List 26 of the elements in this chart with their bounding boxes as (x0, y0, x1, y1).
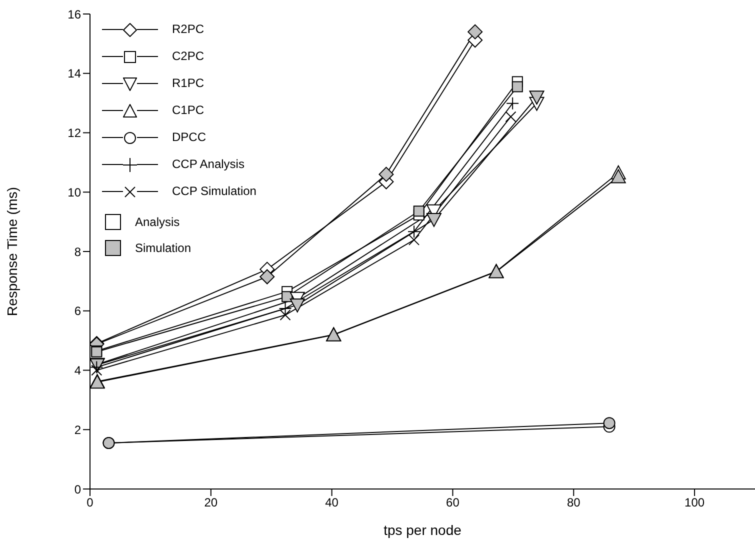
x-tick-label: 40 (325, 496, 339, 510)
annotation: Analysis (135, 214, 180, 230)
x-tick-label: 60 (446, 496, 460, 510)
x-tick-label: 100 (684, 496, 705, 510)
y-tick-label: 4 (74, 364, 82, 378)
y-tick-label: 0 (74, 482, 82, 496)
y-tick-label: 2 (74, 422, 82, 437)
y-tick-label: 16 (68, 7, 82, 22)
annotation: Simulation (135, 240, 192, 256)
y-axis-title: Response Time (ms) (4, 186, 20, 316)
legend-label: C1PC (172, 102, 204, 119)
y-tick-label: 8 (74, 244, 82, 259)
x-tick-label: 20 (204, 496, 218, 510)
x-axis-title: tps per node (384, 522, 462, 538)
legend-label: R1PC (172, 75, 204, 92)
y-tick-label: 6 (74, 304, 82, 318)
x-tick-label: 0 (86, 496, 94, 510)
y-tick-label: 10 (68, 185, 82, 200)
y-tick-label: 12 (68, 126, 82, 140)
legend-label: R2PC (172, 21, 204, 38)
legend-label: CCP Simulation (172, 183, 256, 200)
y-tick-label: 14 (68, 66, 82, 81)
legend-label: DPCC (172, 129, 206, 146)
legend-label: CCP Analysis (172, 156, 244, 173)
x-tick-label: 80 (566, 496, 581, 510)
legend-label: C2PC (172, 48, 204, 65)
